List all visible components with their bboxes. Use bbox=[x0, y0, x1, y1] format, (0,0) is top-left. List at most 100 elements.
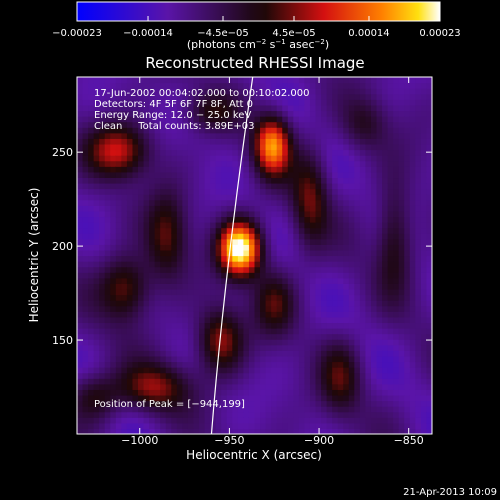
heatmap-cell bbox=[309, 389, 317, 396]
heatmap-cell bbox=[138, 328, 145, 335]
heatmap-cell bbox=[332, 233, 339, 240]
heatmap-cell bbox=[326, 77, 333, 84]
heatmap-cell bbox=[237, 355, 245, 363]
heatmap-cell bbox=[176, 305, 183, 312]
heatmap-cell bbox=[387, 311, 394, 318]
heatmap-cell bbox=[132, 166, 139, 173]
heatmap-cell bbox=[115, 160, 122, 167]
heatmap-cell bbox=[110, 194, 117, 201]
heatmap-cell bbox=[182, 378, 189, 385]
heatmap-cell bbox=[121, 88, 128, 95]
heatmap-cell bbox=[393, 316, 400, 324]
heatmap-cell bbox=[110, 350, 117, 357]
heatmap-cell bbox=[77, 132, 84, 139]
heatmap-cell bbox=[187, 233, 195, 240]
heatmap-cell bbox=[254, 210, 261, 218]
heatmap-cell bbox=[382, 127, 389, 134]
heatmap-cell bbox=[365, 132, 372, 139]
heatmap-cell bbox=[248, 350, 256, 357]
heatmap-cell bbox=[115, 88, 122, 95]
heatmap-cell bbox=[376, 305, 383, 312]
heatmap-cell bbox=[226, 132, 233, 139]
heatmap-cell bbox=[199, 328, 206, 335]
heatmap-cell bbox=[365, 121, 372, 128]
heatmap-cell bbox=[370, 294, 378, 301]
heatmap-cell bbox=[88, 227, 95, 234]
heatmap-cell bbox=[287, 378, 294, 385]
heatmap-cell bbox=[354, 367, 361, 374]
heatmap-cell bbox=[110, 316, 117, 324]
heatmap-cell bbox=[160, 177, 167, 184]
heatmap-cell bbox=[171, 155, 178, 162]
colorbar-tick-label: −0.00023 bbox=[52, 28, 102, 39]
heatmap-cell bbox=[138, 244, 145, 251]
heatmap-cell bbox=[171, 149, 178, 156]
heatmap-cell bbox=[99, 99, 106, 106]
heatmap-cell bbox=[309, 182, 317, 190]
heatmap-cell bbox=[376, 132, 383, 139]
heatmap-cell bbox=[226, 171, 233, 179]
heatmap-cell bbox=[187, 210, 195, 218]
heatmap-cell bbox=[293, 344, 300, 351]
heatmap-cell bbox=[382, 177, 389, 184]
heatmap-cell bbox=[232, 216, 239, 223]
heatmap-cell bbox=[298, 227, 306, 234]
heatmap-cell bbox=[393, 406, 400, 413]
heatmap-cell bbox=[354, 300, 361, 307]
heatmap-cell bbox=[348, 428, 355, 434]
heatmap-cell bbox=[243, 104, 250, 112]
heatmap-cell bbox=[149, 294, 156, 301]
heatmap-cell bbox=[171, 316, 178, 324]
heatmap-cell bbox=[132, 350, 139, 357]
heatmap-cell bbox=[404, 411, 411, 418]
heatmap-cell bbox=[409, 389, 416, 396]
heatmap-cell bbox=[354, 238, 361, 245]
heatmap-cell bbox=[321, 406, 328, 413]
heatmap-cell bbox=[165, 171, 172, 179]
heatmap-cell bbox=[393, 104, 400, 112]
heatmap-cell bbox=[404, 155, 411, 162]
heatmap-cell bbox=[199, 77, 206, 84]
heatmap-cell bbox=[359, 233, 367, 240]
heatmap-cell bbox=[99, 294, 106, 301]
heatmap-cell bbox=[404, 305, 411, 312]
heatmap-cell bbox=[99, 127, 106, 134]
heatmap-cell bbox=[304, 166, 311, 173]
heatmap-cell bbox=[426, 316, 432, 324]
heatmap-cell bbox=[337, 93, 344, 100]
heatmap-cell bbox=[382, 182, 389, 190]
heatmap-cell bbox=[165, 177, 172, 184]
heatmap-cell bbox=[276, 88, 283, 95]
heatmap-cell bbox=[370, 138, 378, 145]
heatmap-cell bbox=[182, 132, 189, 139]
heatmap-cell bbox=[88, 283, 95, 290]
heatmap-cell bbox=[298, 127, 306, 134]
heatmap-cell bbox=[121, 339, 128, 346]
heatmap-cell bbox=[165, 344, 172, 351]
heatmap-cell bbox=[332, 210, 339, 218]
heatmap-cell bbox=[260, 288, 267, 296]
heatmap-cell bbox=[393, 222, 400, 229]
heatmap-cell bbox=[237, 422, 245, 430]
heatmap-cell bbox=[77, 328, 84, 335]
heatmap-cell bbox=[359, 294, 367, 301]
heatmap-cell bbox=[260, 383, 267, 390]
heatmap-cell bbox=[309, 361, 317, 368]
heatmap-cell bbox=[88, 311, 95, 318]
heatmap-cell bbox=[409, 222, 416, 229]
heatmap-cell bbox=[187, 188, 195, 195]
heatmap-cell bbox=[154, 127, 161, 134]
heatmap-cell bbox=[354, 339, 361, 346]
heatmap-cell bbox=[138, 355, 145, 363]
heatmap-cell bbox=[243, 261, 250, 268]
heatmap-cell bbox=[398, 127, 405, 134]
heatmap-cell bbox=[393, 411, 400, 418]
heatmap-cell bbox=[393, 300, 400, 307]
heatmap-cell bbox=[143, 300, 150, 307]
heatmap-cell bbox=[359, 355, 367, 363]
heatmap-cell bbox=[138, 417, 145, 424]
heatmap-cell bbox=[149, 233, 156, 240]
heatmap-cell bbox=[298, 121, 306, 128]
heatmap-cell bbox=[121, 272, 128, 279]
heatmap-cell bbox=[354, 244, 361, 251]
